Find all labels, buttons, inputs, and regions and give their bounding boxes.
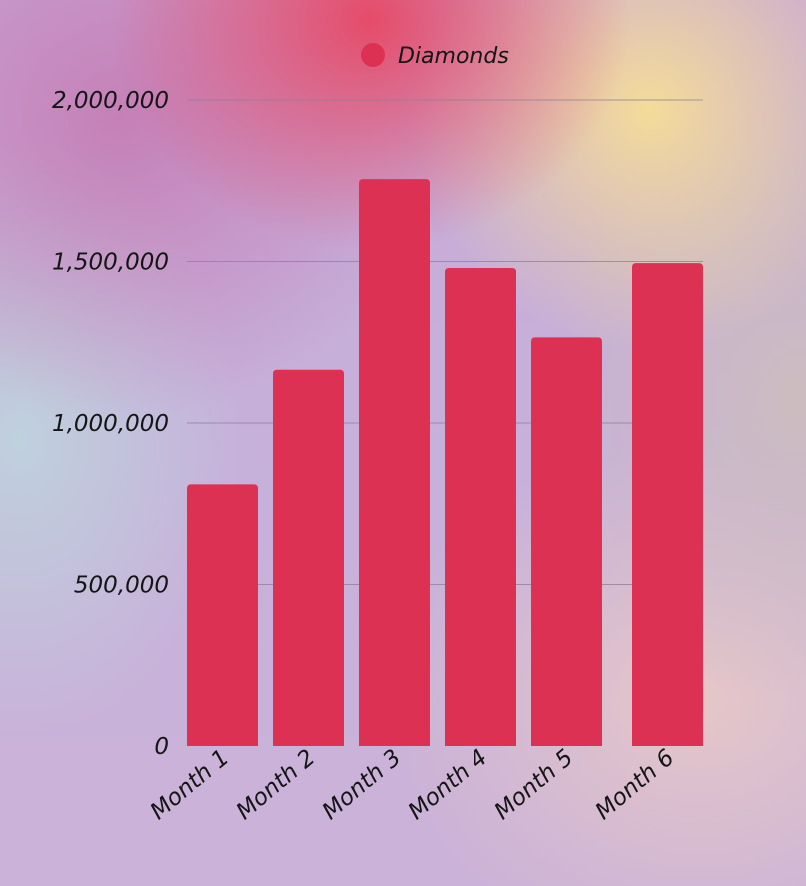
y-tick-label: 1,000,000 bbox=[52, 411, 169, 437]
x-tick-label: Month 2 bbox=[232, 745, 321, 825]
legend-swatch bbox=[361, 43, 385, 67]
x-tick-label: Month 6 bbox=[591, 745, 680, 825]
legend: Diamonds bbox=[361, 43, 509, 69]
bar bbox=[445, 267, 516, 746]
bars bbox=[187, 179, 703, 746]
y-tick-label: 2,000,000 bbox=[52, 88, 169, 114]
bar bbox=[531, 337, 602, 746]
legend-label: Diamonds bbox=[398, 44, 509, 69]
y-tick-label: 0 bbox=[154, 734, 169, 760]
y-tick-label: 1,500,000 bbox=[52, 250, 169, 276]
bar bbox=[359, 179, 430, 746]
bar bbox=[632, 263, 703, 746]
bar bbox=[273, 369, 344, 746]
y-tick-label: 500,000 bbox=[74, 573, 169, 599]
y-axis: 0 500,000 1,000,000 1,500,000 2,000,000 bbox=[52, 88, 169, 760]
x-tick-label: Month 5 bbox=[490, 745, 579, 825]
x-tick-label: Month 4 bbox=[404, 745, 493, 825]
x-tick-label: Month 3 bbox=[318, 745, 407, 825]
bar bbox=[187, 484, 258, 746]
